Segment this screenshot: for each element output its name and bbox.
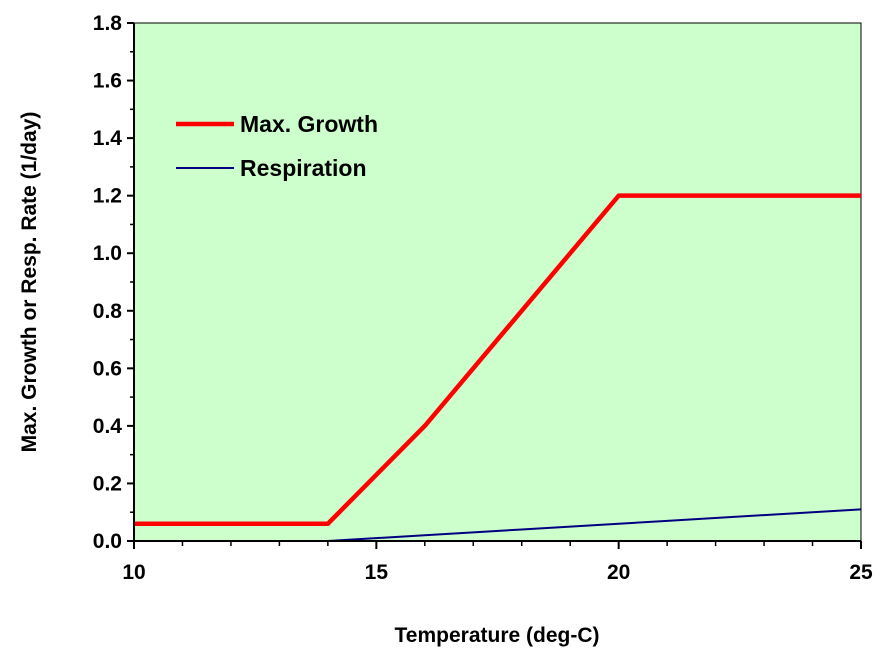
legend-label: Max. Growth <box>240 111 378 137</box>
y-tick-label: 1.8 <box>93 12 123 35</box>
x-tick-label: 10 <box>122 561 145 584</box>
series-layer <box>134 193 862 542</box>
y-tick-label: 1.6 <box>93 70 122 93</box>
y-tick-label: 1.4 <box>93 127 123 150</box>
y-tick-label: 0.4 <box>93 415 123 438</box>
y-axis-title: Max. Growth or Resp. Rate (1/day) <box>18 112 41 453</box>
x-tick-label: 20 <box>607 561 630 584</box>
legend: Max. Growth Respiration <box>176 111 378 181</box>
legend-label: Respiration <box>240 155 367 181</box>
x-axis-title: Temperature (deg-C) <box>395 624 600 647</box>
y-tick-label: 1.2 <box>93 185 122 208</box>
x-tick-label: 25 <box>849 561 873 584</box>
y-tick-label: 1.0 <box>93 242 122 265</box>
series-line-respiration <box>134 508 862 542</box>
y-tick-label: 0.0 <box>93 530 122 553</box>
series-line-max-growth <box>134 193 861 526</box>
x-tick-label: 15 <box>365 561 389 584</box>
y-tick-label: 0.2 <box>93 472 122 495</box>
y-tick-label: 0.6 <box>93 357 122 380</box>
axes-layer: 0.0 0.2 0.4 0.6 0.8 1.0 1.2 1.4 1.6 1.8 10 15 20 25 <box>93 12 873 584</box>
y-tick-label: 0.8 <box>93 300 123 323</box>
plot-area <box>133 22 862 542</box>
